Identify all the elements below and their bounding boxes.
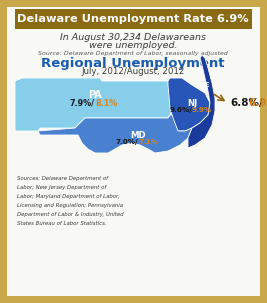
Text: Labor; New Jersey Department of: Labor; New Jersey Department of [17, 185, 106, 190]
FancyBboxPatch shape [15, 9, 252, 29]
Text: Labor; Maryland Department of Labor,: Labor; Maryland Department of Labor, [17, 194, 120, 199]
Text: 6.8%/: 6.8%/ [230, 98, 263, 108]
Text: 9.6%/: 9.6%/ [169, 107, 192, 113]
Polygon shape [188, 55, 215, 148]
FancyBboxPatch shape [7, 7, 260, 296]
Text: PA: PA [88, 90, 102, 100]
Text: 7.0%/: 7.0%/ [115, 139, 138, 145]
Text: July, 2012/August, 2012: July, 2012/August, 2012 [81, 68, 185, 76]
Text: Licensing and Regulation; Pennsylvania: Licensing and Regulation; Pennsylvania [17, 203, 123, 208]
Text: 7.1%: 7.1% [138, 139, 158, 145]
Polygon shape [38, 115, 192, 153]
Polygon shape [168, 78, 210, 131]
Text: Source: Delaware Department of Labor, seasonally adjusted: Source: Delaware Department of Labor, se… [38, 52, 228, 56]
Text: States Bureau of Labor Statistics.: States Bureau of Labor Statistics. [17, 221, 107, 226]
Text: 8.1%: 8.1% [95, 98, 117, 108]
Text: 6.9%: 6.9% [248, 98, 267, 108]
Text: DE: DE [200, 82, 210, 88]
Text: NJ: NJ [187, 98, 197, 108]
Text: Regional Unemployment: Regional Unemployment [41, 58, 225, 71]
Polygon shape [15, 78, 172, 131]
Text: Department of Labor & Industry, United: Department of Labor & Industry, United [17, 212, 124, 217]
Text: were unemployed.: were unemployed. [89, 42, 177, 51]
Text: Delaware Unemployment Rate 6.9%: Delaware Unemployment Rate 6.9% [17, 14, 249, 24]
Text: 7.9%/: 7.9%/ [70, 98, 95, 108]
Text: In August 30,234 Delawareans: In August 30,234 Delawareans [60, 34, 206, 42]
Text: MD: MD [130, 131, 146, 139]
Text: 9.9%: 9.9% [192, 107, 212, 113]
Text: Sources: Delaware Department of: Sources: Delaware Department of [17, 176, 108, 181]
